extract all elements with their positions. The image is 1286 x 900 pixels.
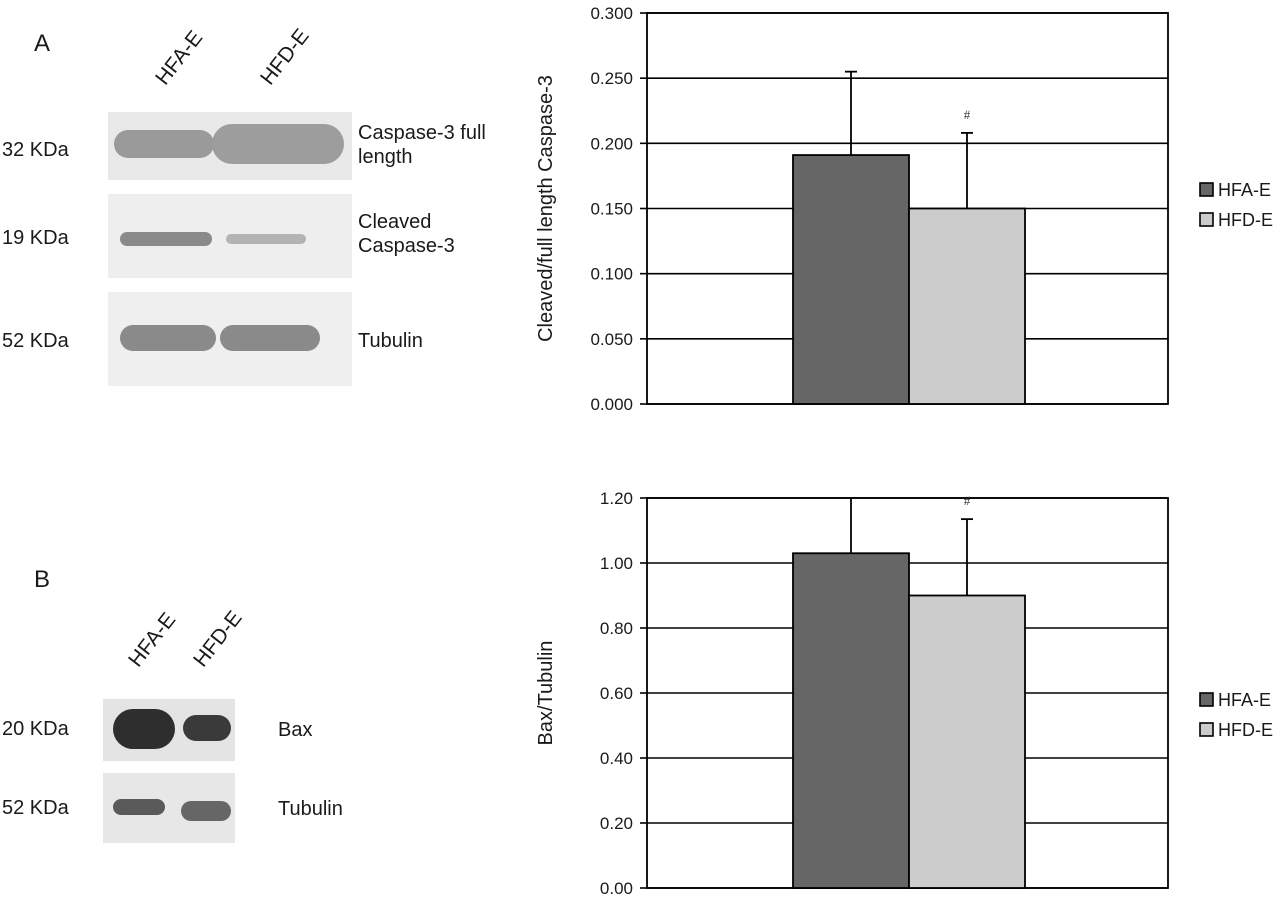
legend-swatch	[1199, 182, 1214, 197]
significance-marker: #	[964, 493, 971, 508]
panel-b-kda-1: 20 KDa	[2, 718, 69, 740]
y-tick-label: 0.20	[600, 814, 633, 833]
y-tick-label: 0.200	[590, 134, 633, 153]
panel-b-blot-tubulin	[103, 773, 235, 843]
legend-label: HFD-E	[1218, 720, 1273, 740]
panel-a-kda-1: 32 KDa	[2, 139, 69, 161]
panel-b-letter: B	[34, 566, 51, 593]
bar-hfd-e	[908, 207, 1026, 405]
band	[212, 124, 344, 164]
y-tick-label: 1.20	[600, 489, 633, 508]
panel-a-label-1-line-2: length	[358, 146, 413, 168]
y-tick-label: 0.60	[600, 684, 633, 703]
legend-label: HFA-E	[1218, 180, 1271, 200]
legend-label: HFA-E	[1218, 690, 1271, 710]
panel-a-kda-3: 52 KDa	[2, 330, 69, 352]
y-tick-label: 0.100	[590, 265, 633, 284]
panel-a-label-2-line-1: Cleaved	[358, 211, 432, 233]
y-tick-label: 0.00	[600, 879, 633, 898]
chart-1: 0.000 0.050 0.100 0.150 0.200 0.250 0.300 Cleav…	[535, 4, 1273, 414]
band	[120, 232, 212, 246]
y-axis-label: Cleaved/full length Caspase-3	[535, 75, 557, 342]
panel-a-label-1-line-1: Caspase-3 full	[358, 122, 486, 144]
panel-b-label-2: Tubulin	[278, 798, 343, 820]
band	[120, 325, 216, 351]
y-tick-label: 0.40	[600, 749, 633, 768]
band	[114, 130, 214, 158]
panel-a-kda-2: 19 KDa	[2, 227, 69, 249]
panel-a-label-1: Caspase-3 full length	[358, 121, 486, 169]
band	[220, 325, 320, 351]
panel-a-label-2: Cleaved Caspase-3	[358, 210, 455, 258]
panel-a-blot-cleaved	[108, 194, 352, 278]
panel-b-label-1: Bax	[278, 719, 313, 741]
y-tick-label: 1.00	[600, 554, 633, 573]
panel-b-blot-bax	[103, 699, 235, 761]
legend-swatch	[1199, 722, 1214, 737]
y-tick-label: 0.300	[590, 4, 633, 23]
y-tick-label: 0.80	[600, 619, 633, 638]
panel-a-blot-caspase-full	[108, 112, 352, 180]
panel-a-letter: A	[34, 30, 51, 57]
y-tick-label: 0.050	[590, 330, 633, 349]
band	[226, 234, 306, 244]
panel-b-kda-2: 52 KDa	[2, 797, 69, 819]
panel-a-label-3: Tubulin	[358, 330, 423, 352]
legend-label: HFD-E	[1218, 210, 1273, 230]
y-tick-label: 0.150	[590, 200, 633, 219]
bar-hfa-e	[792, 154, 910, 405]
significance-marker: #	[964, 107, 971, 122]
y-tick-label: 0.000	[590, 395, 633, 414]
bar-hfd-e	[908, 594, 1026, 889]
band	[181, 801, 231, 821]
band	[113, 709, 175, 749]
legend-swatch	[1199, 212, 1214, 227]
band	[183, 715, 231, 741]
band	[113, 799, 165, 815]
panel-a-blot-tubulin	[108, 292, 352, 386]
panel-a-label-2-line-2: Caspase-3	[358, 235, 455, 257]
legend-swatch	[1199, 692, 1214, 707]
bar-hfa-e	[792, 552, 910, 889]
chart-2: 0.00 0.20 0.40 0.60 0.80 1.00 1.20 Bax/Tubulin #…	[535, 489, 1273, 898]
y-axis-label: Bax/Tubulin	[535, 641, 557, 746]
y-tick-label: 0.250	[590, 69, 633, 88]
